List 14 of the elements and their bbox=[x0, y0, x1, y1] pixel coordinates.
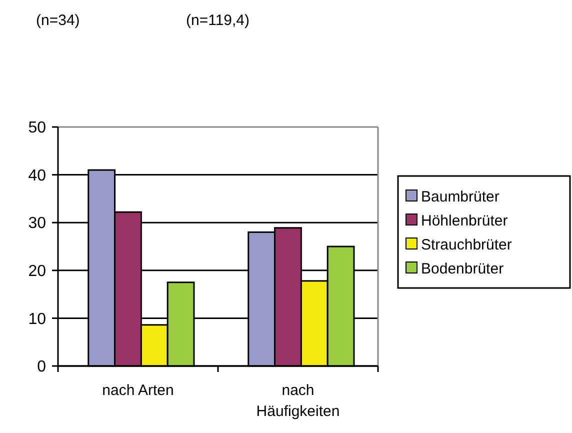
legend-label: Bodenbrüter bbox=[421, 260, 504, 278]
y-tick-label: 30 bbox=[28, 215, 46, 232]
x-tick-label: nach Häufigkeiten bbox=[256, 382, 340, 420]
legend-label: Baumbrüter bbox=[421, 188, 500, 206]
y-tick-label: 0 bbox=[37, 358, 46, 376]
y-tick-label: 40 bbox=[28, 167, 46, 184]
legend-label: Strauchbrüter bbox=[421, 236, 512, 254]
y-tick-label: 50 bbox=[28, 120, 46, 137]
x-tick-label: nach Arten bbox=[102, 382, 174, 399]
text: (n=119,4) bbox=[186, 12, 250, 29]
legend-label: Höhlenbrüter bbox=[421, 212, 508, 230]
y-tick-label: 10 bbox=[28, 310, 46, 328]
text: (n=34) bbox=[36, 12, 80, 29]
y-tick-label: 20 bbox=[28, 263, 46, 280]
